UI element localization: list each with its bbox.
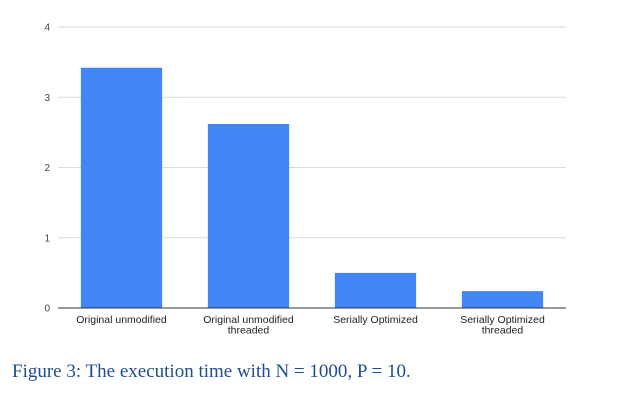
- x-category-label: Original unmodified threaded: [203, 314, 294, 337]
- y-tick-label: 2: [44, 163, 50, 174]
- y-tick-label: 0: [44, 304, 50, 315]
- y-tick-label: 3: [44, 93, 50, 104]
- bar: [461, 291, 544, 308]
- bar: [334, 272, 417, 308]
- x-category-label: Serially Optimized threaded: [460, 314, 545, 337]
- x-axis-category-labels: Original unmodified Original unmodified th…: [76, 314, 545, 337]
- bar: [207, 123, 290, 308]
- x-category-label: Serially Optimized: [333, 314, 418, 326]
- y-tick-label: 4: [44, 23, 50, 34]
- y-tick-label: 1: [44, 233, 50, 244]
- bars: [80, 67, 544, 309]
- bar: [80, 67, 163, 309]
- x-category-label: Original unmodified: [76, 314, 167, 326]
- y-axis-tick-labels: 0 1 2 3 4: [44, 23, 50, 315]
- figure-caption: Figure 3: The execution time with N = 10…: [12, 361, 411, 382]
